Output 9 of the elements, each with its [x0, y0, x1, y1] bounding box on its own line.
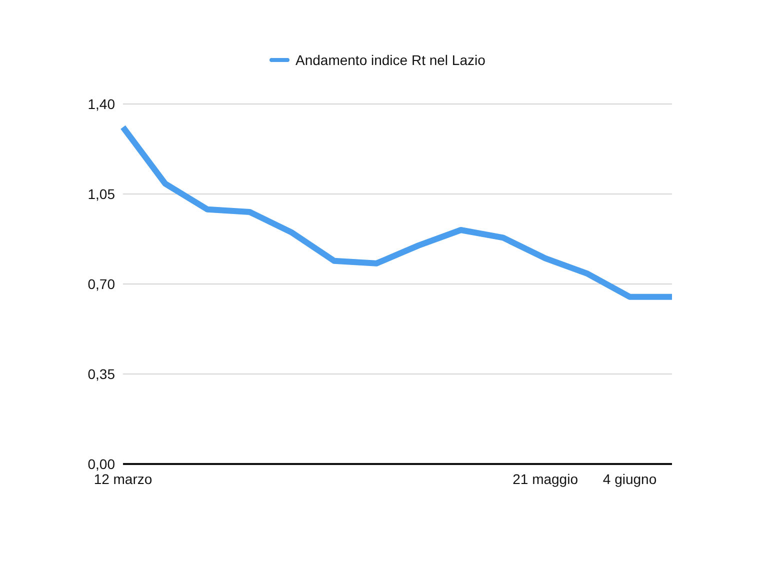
y-tick-label: 0,00: [88, 456, 116, 472]
x-tick-label: 21 maggio: [512, 471, 578, 487]
y-tick-label: 0,70: [88, 276, 116, 292]
y-tick-label: 1,05: [88, 186, 116, 202]
x-tick-label: 4 giugno: [602, 471, 657, 487]
legend-label: Andamento indice Rt nel Lazio: [296, 52, 486, 68]
y-tick-label: 1,40: [88, 96, 116, 112]
x-tick-label: 12 marzo: [94, 471, 152, 487]
y-tick-label: 0,35: [88, 366, 116, 382]
